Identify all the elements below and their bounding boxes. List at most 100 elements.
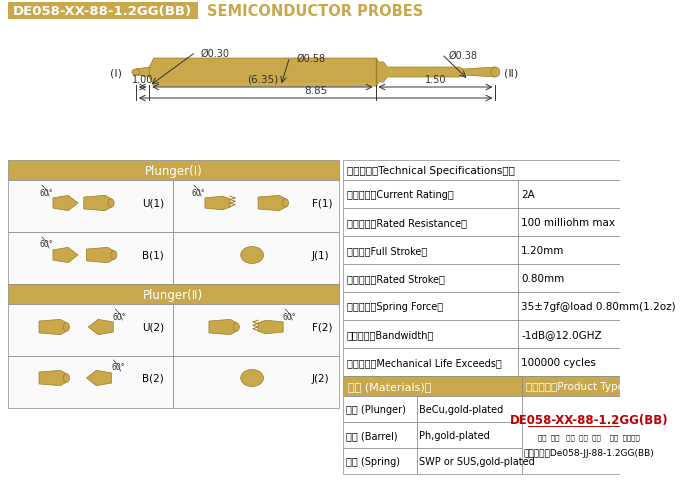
Bar xyxy=(343,448,417,474)
Text: J(1): J(1) xyxy=(312,251,329,261)
Text: 弹簧 (Spring): 弹簧 (Spring) xyxy=(346,456,400,466)
Bar xyxy=(417,448,522,474)
Polygon shape xyxy=(258,196,285,211)
Text: 订购举例：De058-JJ-88-1.2GG(BB): 订购举例：De058-JJ-88-1.2GG(BB) xyxy=(524,449,654,457)
Bar xyxy=(8,304,174,356)
Bar xyxy=(343,209,517,237)
Bar xyxy=(8,161,339,180)
Bar xyxy=(343,320,517,348)
Text: 系列  规格   头型  行程  弹力    镀金  针头材质: 系列 规格 头型 行程 弹力 镀金 针头材质 xyxy=(538,434,639,440)
Text: Ph,gold-plated: Ph,gold-plated xyxy=(420,430,490,440)
Ellipse shape xyxy=(132,70,140,76)
Text: J(2): J(2) xyxy=(312,373,329,383)
Text: 60°: 60° xyxy=(283,312,296,321)
Bar xyxy=(417,396,522,422)
Text: 1.50: 1.50 xyxy=(424,75,446,85)
Ellipse shape xyxy=(282,199,289,208)
Text: -1dB@12.0GHZ: -1dB@12.0GHZ xyxy=(522,329,602,339)
Text: 额定行程（Rated Stroke）: 额定行程（Rated Stroke） xyxy=(347,274,445,283)
Bar xyxy=(517,209,655,237)
Bar xyxy=(8,180,174,232)
Text: 35±7gf@load 0.80mm(1.2oz): 35±7gf@load 0.80mm(1.2oz) xyxy=(522,301,676,312)
Text: BeCu,gold-plated: BeCu,gold-plated xyxy=(420,404,504,414)
Text: 额定电流（Current Rating）: 额定电流（Current Rating） xyxy=(347,190,453,200)
Bar xyxy=(8,285,339,304)
Text: (6.35): (6.35) xyxy=(247,75,278,85)
Bar xyxy=(417,422,522,448)
Bar xyxy=(343,180,517,209)
Polygon shape xyxy=(205,197,230,210)
Bar xyxy=(517,320,655,348)
Bar xyxy=(517,180,655,209)
Bar xyxy=(517,264,655,292)
Polygon shape xyxy=(136,68,150,78)
Text: 针管 (Barrel): 针管 (Barrel) xyxy=(346,430,398,440)
Text: Plunger(Ⅰ): Plunger(Ⅰ) xyxy=(145,164,203,177)
Text: 0.80mm: 0.80mm xyxy=(522,274,564,283)
Ellipse shape xyxy=(111,251,117,260)
Text: 材质 (Materials)：: 材质 (Materials)： xyxy=(348,381,431,391)
Text: 1.20mm: 1.20mm xyxy=(522,245,565,255)
Bar xyxy=(343,396,417,422)
Text: DE058-XX-88-1.2GG(BB): DE058-XX-88-1.2GG(BB) xyxy=(13,5,192,18)
Text: 1.00: 1.00 xyxy=(132,75,153,85)
Text: Plunger(Ⅱ): Plunger(Ⅱ) xyxy=(143,288,203,301)
Text: Ø0.30: Ø0.30 xyxy=(200,49,229,59)
Ellipse shape xyxy=(234,323,239,332)
Polygon shape xyxy=(150,59,463,87)
Text: 技术要求（Technical Specifications）：: 技术要求（Technical Specifications）： xyxy=(347,166,515,176)
Bar xyxy=(343,237,517,264)
Text: 满行程（Full Stroke）: 满行程（Full Stroke） xyxy=(347,245,427,255)
Bar xyxy=(522,376,655,396)
Bar xyxy=(8,3,198,20)
Polygon shape xyxy=(209,320,236,335)
Bar xyxy=(343,422,417,448)
Text: 60°: 60° xyxy=(40,240,53,249)
Bar xyxy=(174,180,339,232)
Ellipse shape xyxy=(63,323,70,332)
Bar xyxy=(343,161,655,180)
Ellipse shape xyxy=(63,374,70,383)
Bar xyxy=(174,304,339,356)
Text: (Ⅰ): (Ⅰ) xyxy=(110,68,123,78)
Polygon shape xyxy=(53,196,78,211)
Text: 频率带宽（Bandwidth）: 频率带宽（Bandwidth） xyxy=(347,329,434,339)
Bar xyxy=(8,232,174,285)
Text: Ø0.38: Ø0.38 xyxy=(449,51,478,61)
Text: F(1): F(1) xyxy=(312,199,333,209)
Polygon shape xyxy=(88,320,113,335)
Bar xyxy=(517,348,655,376)
Text: 60°: 60° xyxy=(111,363,125,372)
Text: Ø0.58: Ø0.58 xyxy=(297,54,326,64)
Ellipse shape xyxy=(491,68,500,78)
Text: 测试寿命（Mechanical Life Exceeds）: 测试寿命（Mechanical Life Exceeds） xyxy=(347,357,502,367)
Bar xyxy=(343,376,522,396)
Polygon shape xyxy=(84,196,111,211)
Text: F(2): F(2) xyxy=(312,323,333,332)
Text: 60°: 60° xyxy=(113,312,127,321)
Bar xyxy=(343,264,517,292)
Bar xyxy=(174,232,339,285)
Text: U(1): U(1) xyxy=(142,199,164,209)
Polygon shape xyxy=(463,68,495,78)
Polygon shape xyxy=(53,248,78,263)
Text: 2A: 2A xyxy=(522,190,535,200)
Text: B(1): B(1) xyxy=(142,251,164,261)
Text: 60°: 60° xyxy=(192,188,205,197)
Text: B(2): B(2) xyxy=(142,373,164,383)
Text: (Ⅱ): (Ⅱ) xyxy=(504,68,519,78)
Text: DE058-XX-88-1.2GG(BB): DE058-XX-88-1.2GG(BB) xyxy=(509,414,668,427)
Text: SWP or SUS,gold-plated: SWP or SUS,gold-plated xyxy=(420,456,535,466)
Polygon shape xyxy=(86,371,112,386)
Ellipse shape xyxy=(240,370,263,387)
Text: U(2): U(2) xyxy=(142,323,164,332)
Polygon shape xyxy=(39,320,66,335)
Text: 额定电阰（Rated Resistance）: 额定电阰（Rated Resistance） xyxy=(347,217,467,228)
Ellipse shape xyxy=(240,247,263,264)
Bar xyxy=(343,348,517,376)
Polygon shape xyxy=(39,371,66,386)
Polygon shape xyxy=(86,248,114,263)
Bar xyxy=(522,396,655,474)
Ellipse shape xyxy=(108,199,114,208)
Bar xyxy=(517,292,655,320)
